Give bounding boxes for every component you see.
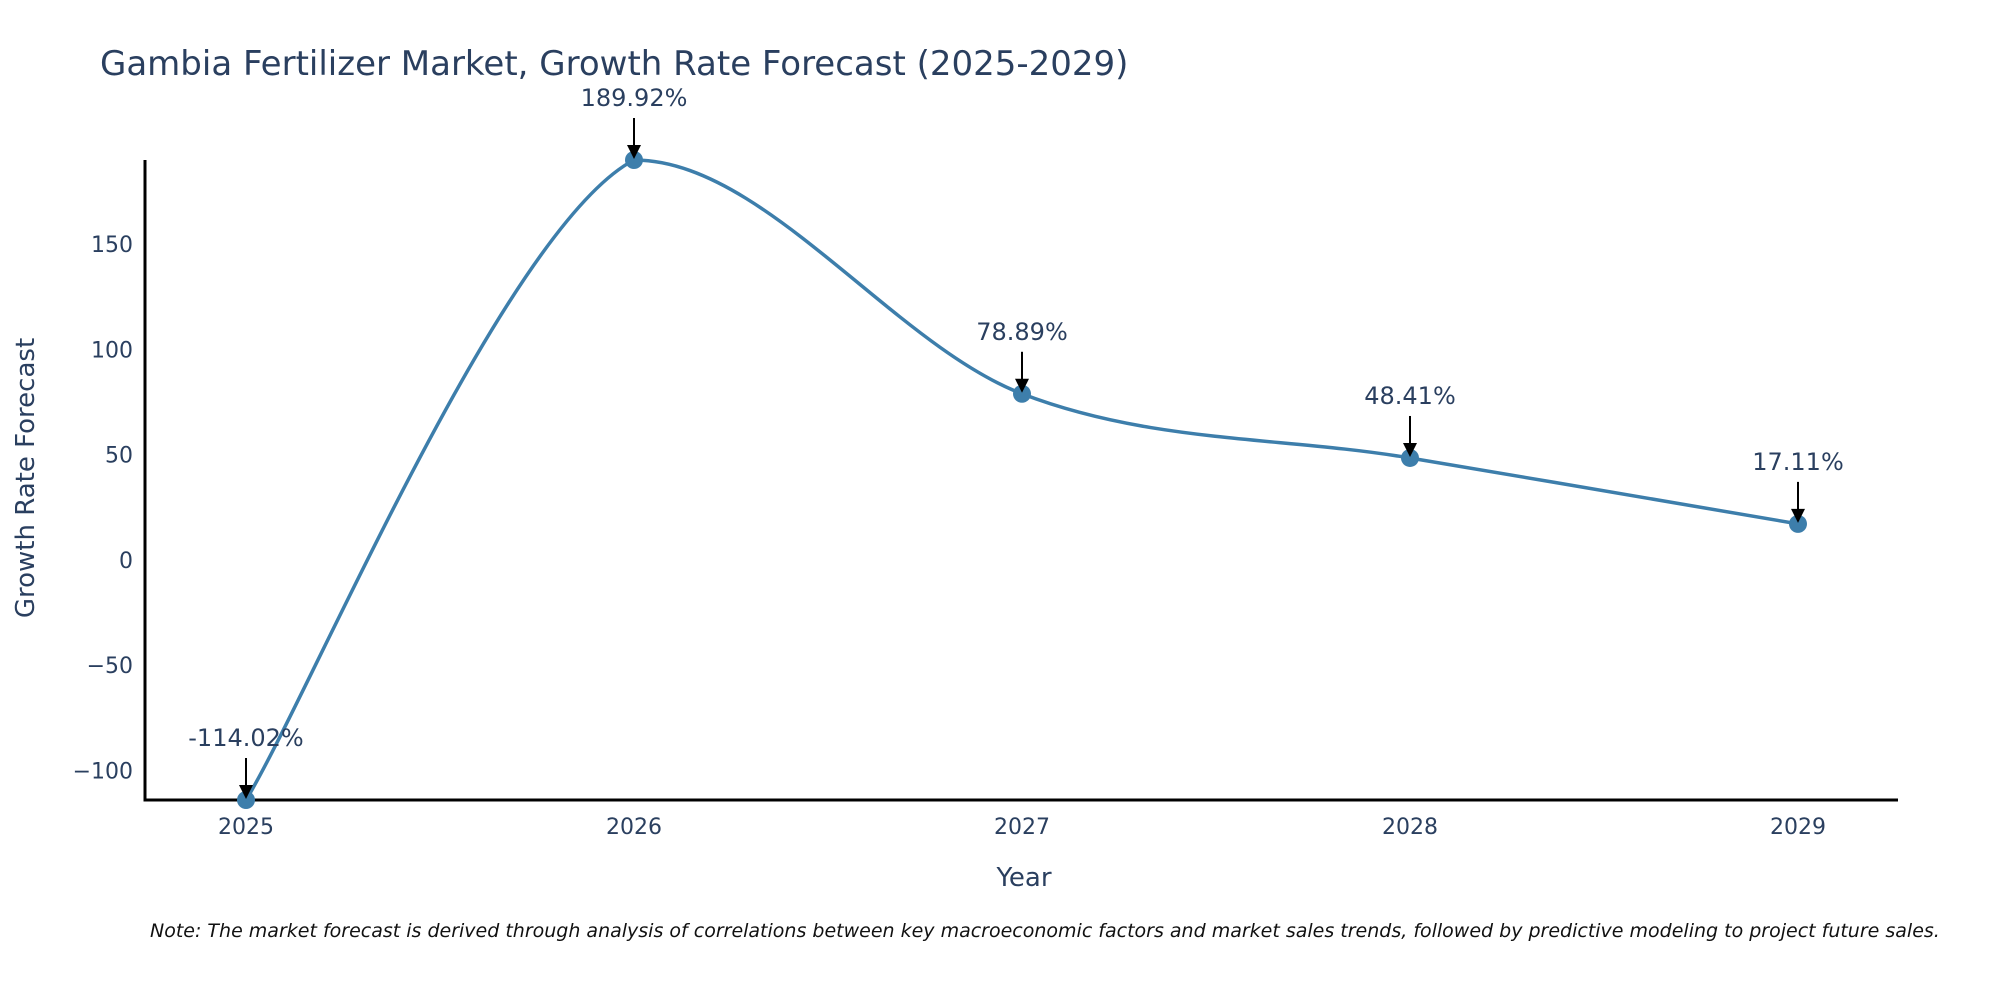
- annotation-arrow-head: [627, 145, 641, 159]
- x-tick-label: 2028: [1382, 815, 1438, 840]
- y-tick-label: 50: [105, 444, 133, 469]
- annotation-arrow-head: [1403, 442, 1417, 457]
- annotation-arrow-head: [1791, 508, 1805, 523]
- y-axis-title: Growth Rate Forecast: [11, 338, 41, 618]
- data-label: 48.41%: [1364, 382, 1456, 410]
- x-tick-label: 2026: [606, 815, 662, 840]
- labels-layer: -114.02% 189.92% 78.89% 48.41% 17.11%: [188, 84, 1844, 799]
- data-point: [237, 791, 255, 809]
- y-tick-label: 100: [91, 338, 133, 363]
- data-point: [1401, 448, 1419, 467]
- y-tick-label: 0: [119, 549, 133, 574]
- series-layer: [237, 151, 1807, 809]
- annotation-arrow-head: [239, 785, 253, 799]
- x-tick-label: 2029: [1770, 815, 1826, 840]
- x-tick-label: 2027: [994, 815, 1050, 840]
- data-point: [625, 151, 643, 169]
- x-axis-title: Year: [995, 863, 1051, 893]
- series-line: [244, 158, 1799, 801]
- data-label: 189.92%: [581, 84, 688, 112]
- data-label: 78.89%: [976, 318, 1068, 346]
- ticks-layer: −100 −50 0 50 100 150 2025 2026 2027 2028 2029: [73, 233, 1826, 840]
- chart-note: Note: The market forecast is derived thr…: [150, 920, 1940, 942]
- data-point: [1789, 514, 1807, 533]
- data-label: 17.11%: [1752, 448, 1844, 476]
- data-point: [1013, 384, 1031, 403]
- y-tick-label: 150: [91, 233, 133, 258]
- annotation-arrow-head: [1015, 378, 1029, 393]
- axes-layer: [143, 160, 1898, 802]
- y-tick-label: −100: [73, 759, 133, 784]
- x-tick-label: 2025: [218, 815, 274, 840]
- data-label: -114.02%: [188, 724, 303, 752]
- y-tick-label: −50: [87, 654, 133, 679]
- chart-title: Gambia Fertilizer Market, Growth Rate Fo…: [100, 44, 1129, 84]
